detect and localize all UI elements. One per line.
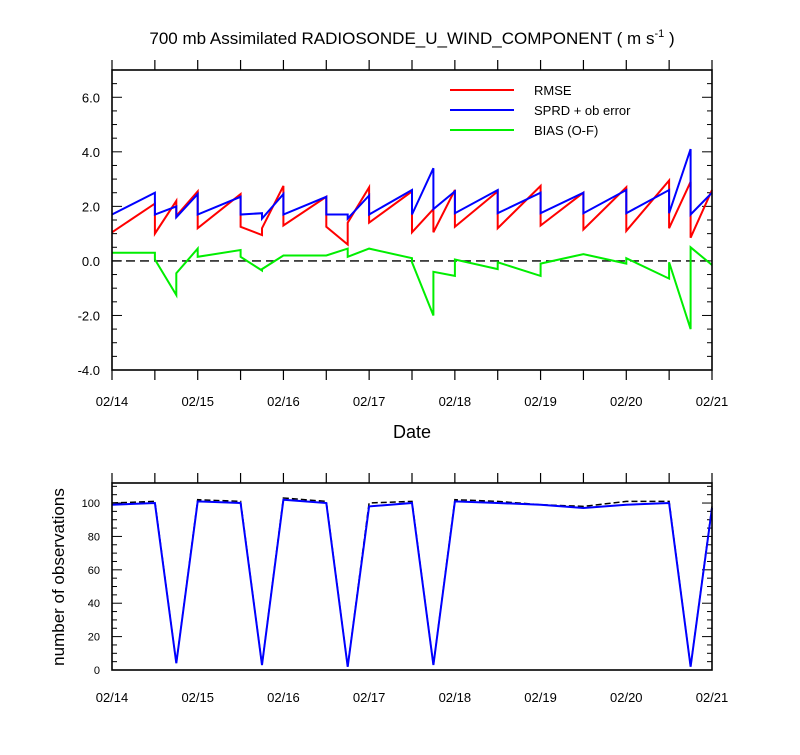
bottom-y-tick-label: 40 [88,598,100,610]
bottom-x-tick-label: 02/14 [96,690,129,705]
legend-label: SPRD + ob error [534,103,631,118]
bottom-x-tick-label: 02/16 [267,690,300,705]
bottom-y-tick-labels: 0 20 40 60 80 100 [82,498,100,677]
top-axis-ticks [111,60,713,380]
bottom-x-tick-label: 02/18 [439,690,472,705]
legend-label: BIAS (O-F) [534,123,598,138]
top-y-tick-labels: -4.0 -2.0 0.0 2.0 4.0 6.0 [78,90,100,378]
chart-title-main: 700 mb Assimilated RADIOSONDE_U_WIND_COM… [149,29,654,48]
top-plot-frame [111,69,713,371]
bottom-x-tick-label: 02/19 [524,690,557,705]
top-y-tick-label: 6.0 [82,90,100,105]
series-bias-o-f [112,245,713,330]
bottom-y-tick-label: 80 [88,531,100,543]
series-sprd-ob-error [111,148,713,222]
chart-title: 700 mb Assimilated RADIOSONDE_U_WIND_COM… [149,28,674,48]
series-line [112,245,713,330]
top-y-tick-label: 0.0 [82,254,100,269]
legend-label: RMSE [534,83,572,98]
top-x-tick-label: 02/17 [353,394,386,409]
top-x-tick-label: 02/20 [610,394,643,409]
top-x-tick-labels: 02/14 02/15 02/16 02/17 02/18 02/19 02/20 02/21 [96,394,729,409]
legend-item: RMSE [450,83,572,98]
bottom-plot-frame [111,482,713,671]
top-y-tick-label: 2.0 [82,199,100,214]
legend: RMSE SPRD + ob error BIAS (O-F) [450,83,631,138]
top-x-tick-label: 02/16 [267,394,300,409]
bottom-x-tick-label: 02/15 [181,690,214,705]
series-total-observations [111,497,713,667]
bottom-y-tick-label: 0 [94,665,100,677]
bottom-y-tick-label: 20 [88,632,100,644]
bottom-x-tick-labels: 02/14 02/15 02/16 02/17 02/18 02/19 02/20 02/21 [96,690,729,705]
bottom-x-tick-label: 02/17 [353,690,386,705]
top-x-tick-label: 02/21 [696,394,729,409]
chart-title-suffix: ) [664,29,674,48]
bottom-x-tick-label: 02/21 [696,690,729,705]
legend-item: SPRD + ob error [450,103,631,118]
top-x-axis-label: Date [393,422,431,442]
bottom-y-axis-label: number of observations [49,488,68,666]
top-y-tick-label: -2.0 [78,308,100,323]
series-line [111,148,713,222]
top-series-group [111,148,713,330]
bottom-y-tick-label: 60 [88,565,100,577]
top-y-tick-label: 4.0 [82,145,100,160]
bottom-series-group [111,497,713,667]
top-x-tick-label: 02/14 [96,394,129,409]
top-x-tick-label: 02/18 [439,394,472,409]
legend-item: BIAS (O-F) [450,123,598,138]
top-x-tick-label: 02/19 [524,394,557,409]
bottom-y-tick-label: 100 [82,498,100,510]
top-x-tick-label: 02/15 [181,394,214,409]
top-y-tick-label: -4.0 [78,363,100,378]
series-assimilated-observations [111,498,713,667]
chart-title-exponent: -1 [654,28,664,40]
bottom-x-tick-label: 02/20 [610,690,643,705]
